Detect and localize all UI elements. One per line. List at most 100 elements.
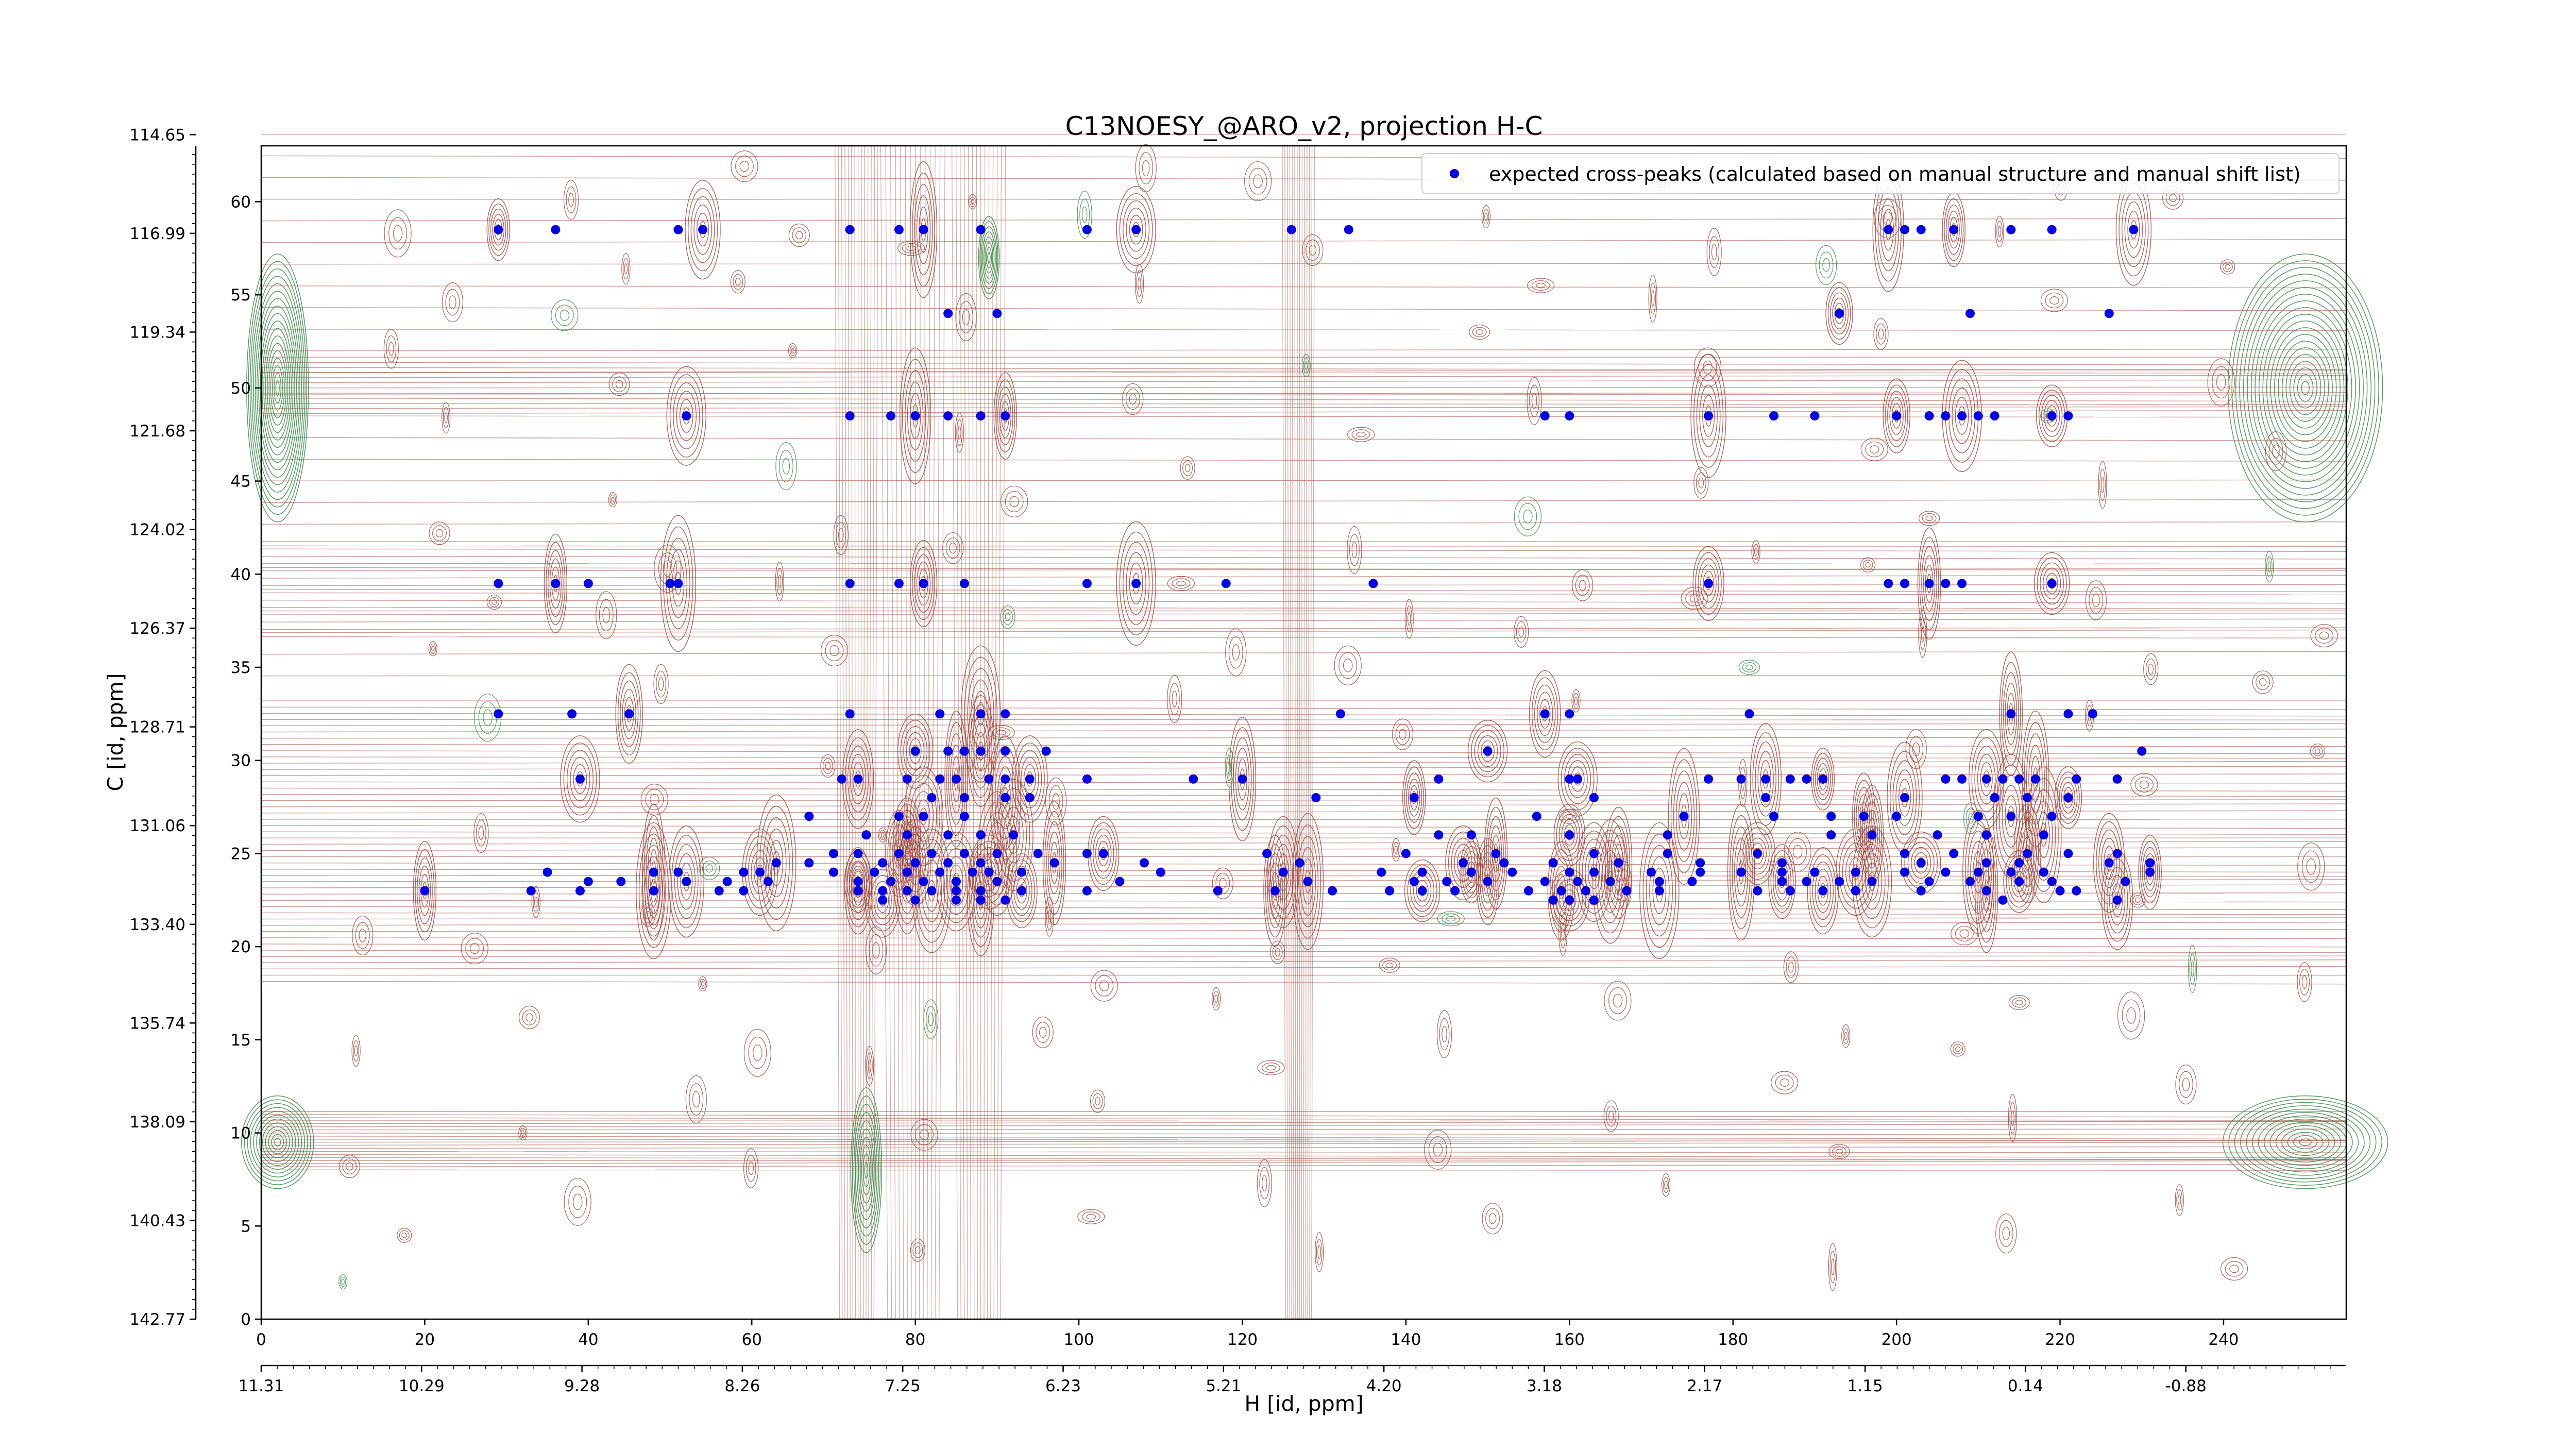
negative-contour [980,226,997,289]
y-ppm-tick-label: 124.02 [130,521,185,540]
positive-contour [1955,397,1969,435]
positive-contour [1999,651,2023,777]
legend-box [1421,153,2340,194]
cross-peak-point [976,886,986,896]
cross-peak-point [1001,746,1010,756]
contour-streak-line [1303,145,1305,1320]
negative-contour [979,221,998,294]
positive-contour [2179,1071,2193,1098]
positive-contour [994,756,1016,839]
cross-peak-point [2023,849,2032,858]
positive-contour [531,886,540,918]
positive-contour [2315,628,2334,644]
positive-contour [2059,777,2078,819]
cross-peak-point [1270,886,1280,896]
positive-contour [1977,754,1996,804]
positive-contour [2015,1000,2023,1005]
positive-contour [1974,829,1998,953]
negative-contour [2262,314,2348,462]
contour-streak-line [1305,145,1308,1320]
positive-contour [342,1158,357,1174]
positive-contour [1745,664,1753,670]
positive-contour [338,1155,361,1178]
cross-peak-point [1581,886,1591,896]
positive-contour [992,727,1011,738]
positive-contour [352,915,374,956]
contour-streak-line [955,145,961,1320]
cross-peak-point [1368,579,1378,588]
positive-contour [912,547,935,620]
positive-contour [624,263,628,275]
positive-contour [1922,513,1937,524]
positive-contour [1518,503,1537,530]
cross-peak-point [494,579,503,588]
positive-contour [687,188,718,272]
contour-streak-line [844,145,848,1320]
positive-contour [836,521,846,549]
positive-contour [969,196,976,207]
cross-peak-point [919,225,928,234]
cross-peak-point [1998,895,2008,905]
positive-contour [915,1246,921,1255]
cross-peak-point [1458,858,1468,868]
positive-contour [1595,829,1625,934]
positive-contour [879,830,886,840]
positive-contour [1693,467,1709,499]
contour-band-line [261,884,2347,888]
cross-peak-point [1499,858,1509,868]
contour-band-line [261,810,2347,814]
negative-contour [2231,260,2379,516]
positive-contour [2191,961,2194,978]
negative-contour [249,268,306,508]
cross-peak-point [2030,774,2040,784]
positive-contour [1889,751,1920,845]
positive-contour [669,374,703,458]
positive-contour [1527,377,1542,425]
cross-peak-point [1016,867,1026,877]
positive-contour [544,533,568,634]
contour-streak-line [1292,145,1294,1320]
positive-contour [2043,400,2060,432]
positive-contour [907,381,924,450]
positive-contour [1270,940,1285,964]
positive-contour [393,225,403,242]
positive-contour [2143,653,2159,685]
cross-peak-point [1556,886,1566,896]
positive-contour [1042,800,1066,925]
positive-contour [822,758,833,774]
positive-contour [1574,697,1578,705]
contour-streak-line [1307,145,1310,1320]
positive-contour [685,1075,707,1124]
positive-contour [2189,953,2196,985]
positive-contour [383,329,399,369]
cross-peak-point [1238,774,1247,784]
positive-contour [1564,754,1591,804]
y-axis-label: C [id, ppm] [103,673,128,791]
positive-contour [1297,835,1319,928]
positive-contour [899,347,931,484]
negative-contour [259,1118,296,1166]
y-index-tick-label: 50 [231,379,251,398]
contour-streak-line [848,145,851,1320]
cross-peak-point [1344,225,1353,234]
positive-contour [656,670,667,698]
cross-peak-point [1663,830,1672,840]
positive-contour [1748,837,1767,870]
negative-contour [251,276,304,500]
positive-contour [1090,1089,1106,1113]
positive-contour [1709,235,1720,268]
cross-peak-point [1704,774,1714,784]
positive-contour [432,525,447,542]
cross-peak-point [886,411,896,421]
cross-peak-point [755,867,765,877]
negative-contour [262,1122,293,1162]
positive-contour [1829,1251,1836,1284]
positive-contour [478,826,484,840]
positive-contour [906,732,925,770]
positive-contour [1557,742,1598,817]
contour-band-line [261,584,2347,586]
negative-contour [987,252,991,263]
negative-contour [265,1126,290,1158]
positive-contour [838,528,844,542]
positive-contour [1968,813,1974,824]
